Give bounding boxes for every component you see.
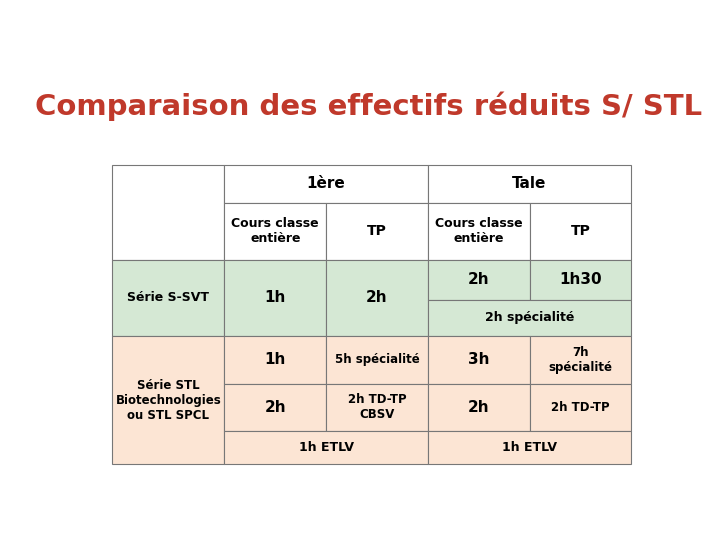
Text: 5h spécialité: 5h spécialité xyxy=(335,353,419,367)
Text: Tale: Tale xyxy=(513,176,546,191)
Text: 1h ETLV: 1h ETLV xyxy=(299,441,354,454)
Text: Série STL
Biotechnologies
ou STL SPCL: Série STL Biotechnologies ou STL SPCL xyxy=(115,379,221,422)
Bar xyxy=(326,203,428,260)
Bar xyxy=(428,300,631,336)
Bar xyxy=(225,165,428,203)
Text: 1h30: 1h30 xyxy=(559,272,602,287)
Bar xyxy=(428,165,631,203)
Bar xyxy=(529,260,631,300)
Bar xyxy=(112,336,225,464)
Text: 2h TD-TP: 2h TD-TP xyxy=(551,401,610,414)
Bar xyxy=(225,383,326,431)
Text: 2h spécialité: 2h spécialité xyxy=(485,312,575,325)
Text: 1h ETLV: 1h ETLV xyxy=(502,441,557,454)
Text: 7h
spécialité: 7h spécialité xyxy=(549,346,613,374)
Bar xyxy=(225,431,428,464)
Bar xyxy=(112,260,225,336)
Text: 1h: 1h xyxy=(265,353,286,367)
Text: 1ère: 1ère xyxy=(307,176,346,191)
Bar xyxy=(428,260,529,300)
Text: 2h: 2h xyxy=(366,291,388,305)
Text: 2h: 2h xyxy=(468,272,490,287)
Bar xyxy=(225,260,326,336)
Bar xyxy=(428,383,529,431)
Bar xyxy=(225,336,326,383)
Bar xyxy=(428,431,631,464)
Text: Cours classe
entière: Cours classe entière xyxy=(232,217,319,245)
Bar xyxy=(529,383,631,431)
Bar xyxy=(225,203,326,260)
Bar xyxy=(326,336,428,383)
Text: TP: TP xyxy=(570,224,590,238)
Bar xyxy=(529,203,631,260)
Bar xyxy=(326,260,428,336)
Bar xyxy=(428,203,529,260)
Text: Comparaison des effectifs réduits S/ STL: Comparaison des effectifs réduits S/ STL xyxy=(35,92,703,122)
Text: 2h TD-TP
CBSV: 2h TD-TP CBSV xyxy=(348,393,406,421)
Text: 1h: 1h xyxy=(265,291,286,305)
Bar xyxy=(428,336,529,383)
Bar xyxy=(529,336,631,383)
Text: Série S-SVT: Série S-SVT xyxy=(127,292,210,305)
Bar xyxy=(112,165,225,260)
Text: 3h: 3h xyxy=(468,353,490,367)
Text: 2h: 2h xyxy=(468,400,490,415)
Bar xyxy=(326,383,428,431)
Text: TP: TP xyxy=(367,224,387,238)
Text: 2h: 2h xyxy=(264,400,286,415)
Text: Cours classe
entière: Cours classe entière xyxy=(435,217,523,245)
